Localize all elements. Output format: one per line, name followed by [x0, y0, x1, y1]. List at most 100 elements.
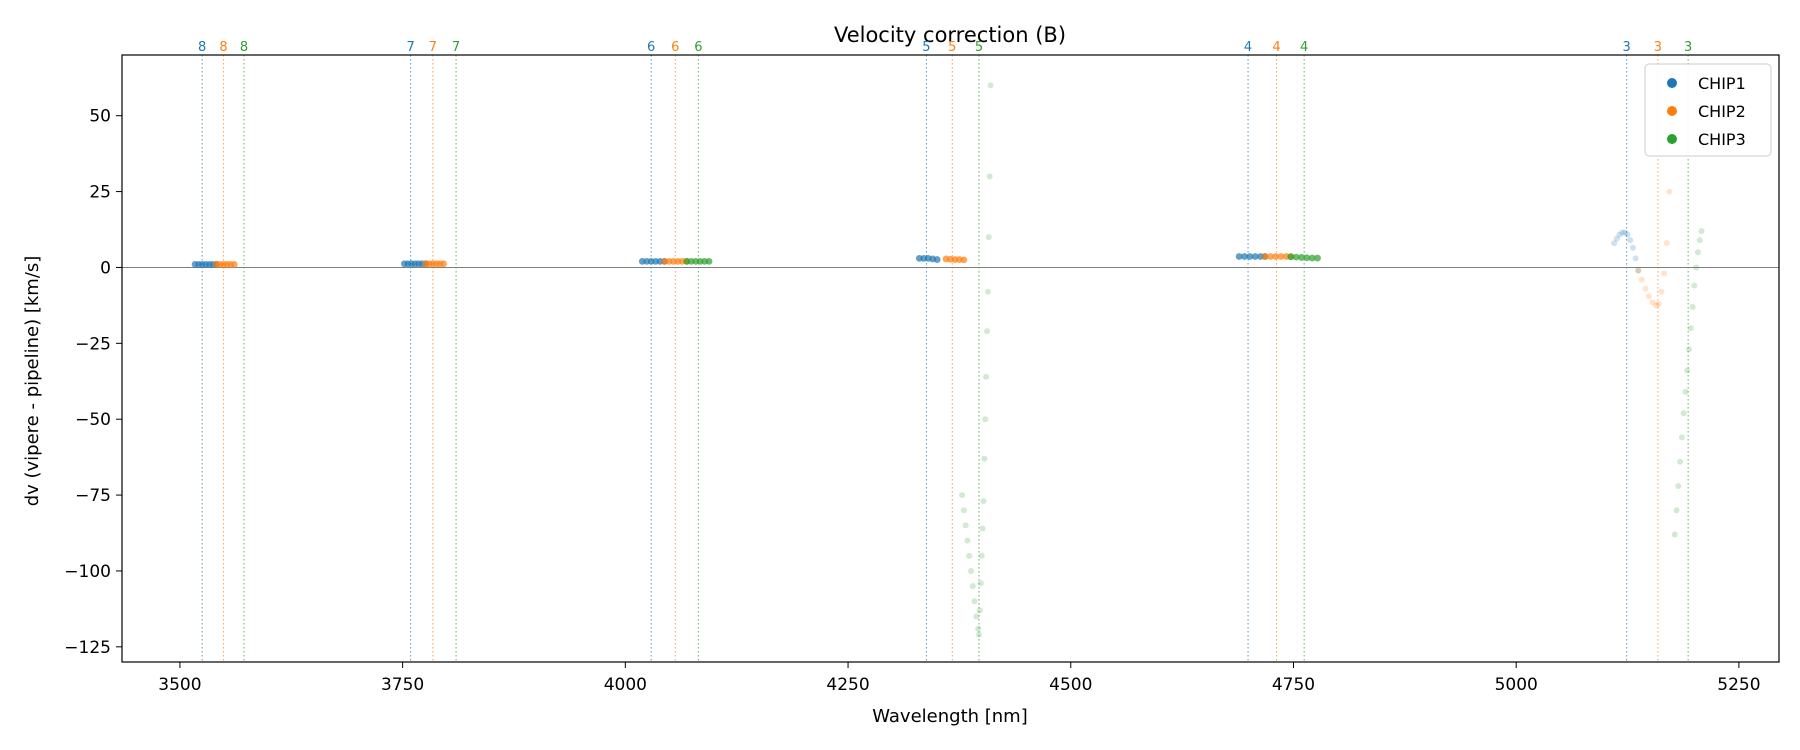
data-point-chip3 — [981, 455, 988, 462]
order-label-chip1: 6 — [647, 40, 655, 55]
data-point-chip3 — [977, 580, 984, 587]
data-point-chip2 — [1277, 253, 1285, 260]
data-point-chip3 — [1696, 237, 1703, 244]
data-point-chip3 — [1698, 228, 1705, 235]
data-point-chip2 — [1266, 253, 1274, 260]
data-point-chip3 — [1673, 507, 1680, 514]
plot-frame — [121, 54, 1780, 663]
legend-marker-chip3 — [1667, 134, 1677, 144]
data-point-chip3 — [1691, 282, 1698, 289]
data-point-chip3 — [1678, 434, 1685, 441]
data-point-chip1 — [1613, 235, 1620, 242]
x-tick-label: 5250 — [1717, 675, 1760, 695]
legend-box — [1644, 63, 1772, 157]
data-point-chip2 — [960, 256, 968, 264]
data-point-chip1 — [1619, 229, 1626, 236]
data-point-chip2 — [1635, 267, 1642, 274]
data-point-chip3 — [1308, 254, 1316, 262]
data-point-chip3 — [984, 328, 991, 335]
data-point-chip3 — [976, 631, 983, 638]
y-axis: 50 25 0 −25 −50 −75 −100 −125 — [64, 107, 122, 658]
order-label-chip3: 3 — [1684, 40, 1692, 55]
data-point-chip3 — [1684, 367, 1691, 374]
data-point-chip2 — [230, 261, 238, 268]
data-point-chip3 — [1694, 249, 1701, 256]
data-point-chip3 — [964, 537, 971, 544]
chart-title: Velocity correction (B) — [834, 23, 1066, 47]
data-point-chip3 — [1677, 458, 1684, 465]
data-point-chip3 — [975, 625, 982, 632]
legend-marker-chip2 — [1667, 106, 1677, 116]
data-point-chip3 — [966, 552, 973, 559]
data-point-chip3 — [1287, 253, 1295, 261]
data-point-chip3 — [1671, 531, 1678, 538]
data-point-chip3 — [976, 607, 983, 614]
data-point-chip3 — [962, 522, 969, 529]
order-label-chip3: 7 — [452, 40, 460, 55]
data-point-chip2 — [440, 260, 448, 268]
x-axis-label: Wavelength [nm] — [872, 706, 1028, 727]
x-tick-label: 4250 — [826, 675, 869, 695]
x-tick-label: 4750 — [1272, 675, 1315, 695]
data-point-chip3 — [984, 288, 991, 295]
data-point-chip3 — [987, 82, 994, 89]
data-point-chip3 — [979, 525, 986, 532]
data-point-chip3 — [983, 373, 990, 380]
data-point-chip1 — [1616, 231, 1623, 238]
data-point-chip3 — [973, 613, 980, 620]
data-point-chip2 — [1661, 270, 1668, 277]
x-tick-label: 4500 — [1049, 675, 1092, 695]
data-point-chip1 — [1621, 229, 1628, 236]
order-label-chip2: 4 — [1272, 40, 1280, 55]
order-label-chip1: 5 — [922, 40, 930, 55]
data-point-chip1 — [1246, 253, 1254, 260]
legend-label-chip1: CHIP1 — [1698, 74, 1746, 93]
data-point-chip2 — [1653, 302, 1660, 309]
order-label-chip2: 5 — [948, 40, 956, 55]
order-label-chip3: 8 — [240, 40, 248, 55]
data-point-chip3 — [705, 257, 713, 265]
data-point-chip3 — [985, 234, 992, 241]
data-point-chip2 — [1666, 188, 1673, 195]
data-point-chip2 — [1638, 276, 1645, 283]
data-point-chip3 — [978, 552, 985, 559]
data-point-chip2 — [1663, 240, 1670, 247]
y-tick-label: 50 — [89, 107, 111, 127]
x-tick-label: 3750 — [381, 675, 424, 695]
order-label-chip1: 4 — [1244, 40, 1252, 55]
data-point-chip3 — [1686, 346, 1693, 353]
x-tick-label: 3500 — [158, 675, 201, 695]
data-point-chip2 — [1649, 299, 1656, 306]
legend-marker-chip1 — [1667, 78, 1677, 88]
data-point-chip3 — [980, 498, 987, 505]
data-point-chip1 — [1241, 253, 1248, 260]
data-point-chip3 — [1298, 254, 1305, 261]
data-points-layer — [191, 82, 1705, 638]
data-point-chip1 — [1632, 255, 1639, 262]
order-label-chip2: 3 — [1654, 40, 1662, 55]
data-point-chip3 — [1689, 303, 1696, 310]
y-tick-label: 25 — [89, 183, 111, 203]
y-tick-label: −75 — [75, 486, 111, 506]
order-label-chip1: 3 — [1623, 40, 1631, 55]
x-tick-label: 4000 — [604, 675, 647, 695]
data-point-chip2 — [1272, 253, 1280, 260]
y-tick-label: −25 — [75, 334, 111, 354]
data-point-chip2 — [1642, 285, 1649, 292]
y-axis-label: dv (vipere - pipeline) [km/s] — [22, 256, 43, 507]
data-point-chip1 — [1627, 237, 1634, 244]
y-tick-label: −125 — [64, 638, 111, 658]
data-point-chip3 — [967, 567, 974, 574]
legend: CHIP1 CHIP2 CHIP3 — [1644, 63, 1772, 157]
data-point-chip3 — [1693, 264, 1700, 271]
data-point-chip1 — [1624, 231, 1631, 238]
data-point-chip3 — [1680, 410, 1687, 417]
order-label-chip3: 6 — [694, 40, 702, 55]
data-point-chip2 — [1658, 288, 1665, 295]
data-point-chip3 — [1675, 482, 1682, 489]
data-point-chip1 — [1251, 253, 1259, 260]
legend-label-chip3: CHIP3 — [1698, 130, 1746, 149]
order-label-chip1: 8 — [198, 40, 206, 55]
